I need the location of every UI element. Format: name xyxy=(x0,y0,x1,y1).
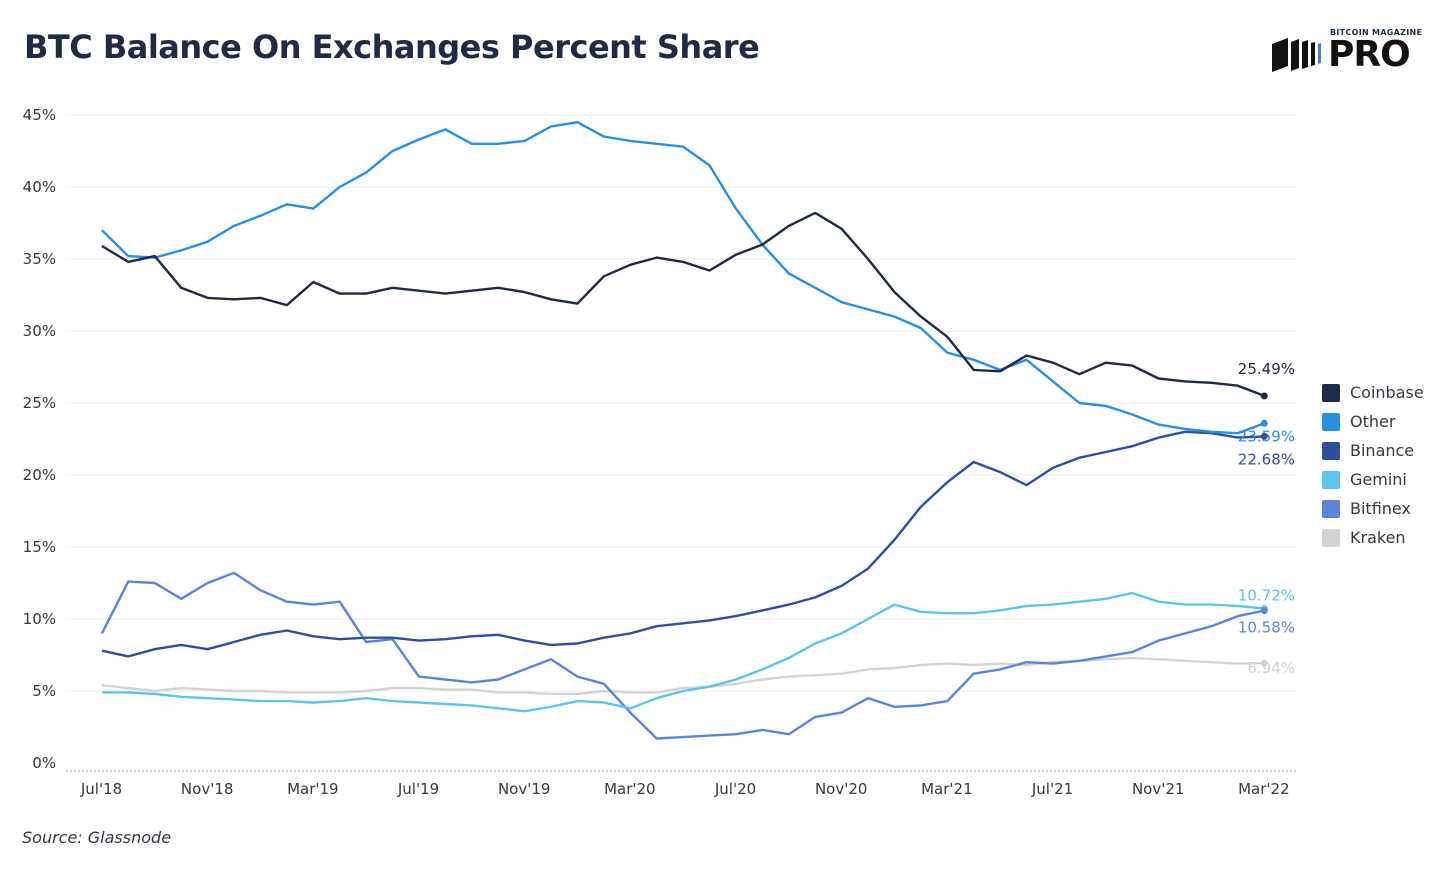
y-tick-label: 20% xyxy=(23,466,56,484)
end-labels: 25.49%23.59%22.68%10.72%10.58%6.94% xyxy=(1238,360,1295,677)
legend-label: Coinbase xyxy=(1350,383,1424,402)
end-label-bitfinex: 10.58% xyxy=(1238,619,1295,637)
source-note: Source: Glassnode xyxy=(22,828,172,847)
chart-title: BTC Balance On Exchanges Percent Share xyxy=(24,28,760,66)
y-tick-label: 30% xyxy=(23,322,56,340)
x-tick-label: Nov'20 xyxy=(815,780,868,798)
legend-label: Binance xyxy=(1350,441,1415,460)
legend-swatch xyxy=(1322,441,1340,460)
y-axis: 0% 5% 10% 15% 20% 25% 30% 35% 40% 45% xyxy=(23,106,56,772)
legend-item-binance: Binance xyxy=(1322,436,1424,465)
series-line-kraken xyxy=(101,656,1265,696)
x-tick-label: Jul'19 xyxy=(397,780,439,798)
end-marker-other xyxy=(1260,419,1268,427)
y-tick-label: 45% xyxy=(23,106,56,124)
x-tick-label: Mar'21 xyxy=(921,780,973,798)
x-tick-label: Jul'20 xyxy=(714,780,756,798)
x-tick-label: Nov'19 xyxy=(498,780,551,798)
x-tick-label: Mar'19 xyxy=(287,780,339,798)
x-tick-label: Mar'22 xyxy=(1238,780,1290,798)
x-tick-label: Jul'18 xyxy=(80,780,122,798)
y-tick-label: 5% xyxy=(32,682,56,700)
legend-item-coinbase: Coinbase xyxy=(1322,378,1424,407)
x-axis: Jul'18 Nov'18 Mar'19 Jul'19 Nov'19 Mar'20 Jul'… xyxy=(80,780,1290,798)
logo-wordmark: PRO xyxy=(1328,34,1411,75)
end-marker-coinbase xyxy=(1260,392,1268,400)
y-tick-label: 35% xyxy=(23,250,56,268)
y-tick-label: 0% xyxy=(32,754,56,772)
y-tick-label: 25% xyxy=(23,394,56,412)
bitcoin-magazine-pro-logo: BITCOIN MAGAZINE PRO xyxy=(1272,28,1442,78)
legend-label: Bitfinex xyxy=(1350,499,1411,518)
legend-item-gemini: Gemini xyxy=(1322,465,1424,494)
legend-item-bitfinex: Bitfinex xyxy=(1322,494,1424,523)
logo-mark-icon xyxy=(1272,38,1321,72)
end-label-kraken: 6.94% xyxy=(1247,659,1295,677)
end-label-coinbase: 25.49% xyxy=(1238,360,1295,378)
legend-item-other: Other xyxy=(1322,407,1424,436)
logo-subtitle: BITCOIN MAGAZINE xyxy=(1330,28,1423,37)
line-chart: 0% 5% 10% 15% 20% 25% 30% 35% 40% 45% Jul'18 Nov'1… xyxy=(23,106,1296,798)
legend-swatch xyxy=(1322,499,1340,518)
series-lines xyxy=(100,120,1265,740)
legend-label: Gemini xyxy=(1350,470,1407,489)
series-line-binance xyxy=(101,430,1265,658)
end-marker-kraken xyxy=(1260,659,1268,667)
legend-label: Kraken xyxy=(1350,528,1406,547)
legend-item-kraken: Kraken xyxy=(1322,523,1424,552)
gridlines xyxy=(66,114,1296,772)
series-line-bitfinex xyxy=(100,571,1265,740)
x-tick-label: Nov'18 xyxy=(181,780,234,798)
legend: Coinbase Other Binance Gemini Bitfinex Kraken xyxy=(1322,378,1424,552)
legend-swatch xyxy=(1322,470,1340,489)
end-marker-bitfinex xyxy=(1260,607,1268,615)
x-tick-label: Jul'21 xyxy=(1031,780,1073,798)
series-line-gemini xyxy=(101,591,1265,713)
legend-swatch xyxy=(1322,528,1340,547)
x-tick-label: Mar'20 xyxy=(604,780,656,798)
series-line-other xyxy=(101,120,1265,435)
end-label-binance: 22.68% xyxy=(1238,450,1295,468)
legend-swatch xyxy=(1322,412,1340,431)
legend-swatch xyxy=(1322,383,1340,402)
legend-label: Other xyxy=(1350,412,1396,431)
x-tick-label: Nov'21 xyxy=(1132,780,1185,798)
series-line-coinbase xyxy=(101,211,1265,398)
y-tick-label: 10% xyxy=(23,610,56,628)
y-tick-label: 40% xyxy=(23,178,56,196)
end-marker-binance xyxy=(1260,432,1268,440)
y-tick-label: 15% xyxy=(23,538,56,556)
end-label-gemini: 10.72% xyxy=(1238,587,1295,605)
